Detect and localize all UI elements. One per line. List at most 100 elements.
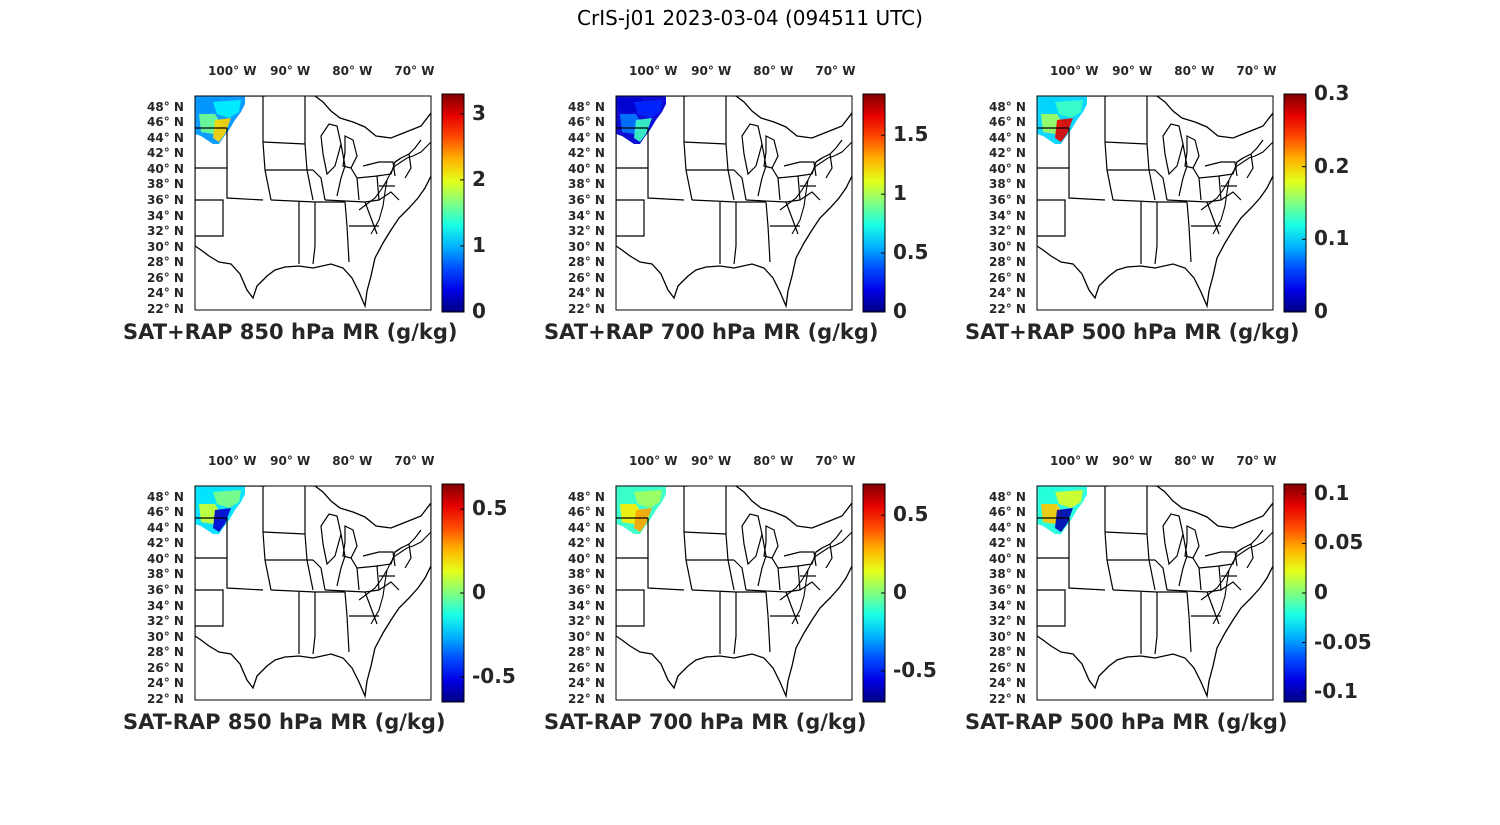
latitude-label: 48° N <box>568 489 605 504</box>
state-border <box>262 141 306 145</box>
state-border <box>1148 559 1156 591</box>
latitude-label: 22° N <box>147 692 184 706</box>
state-border <box>312 169 326 201</box>
latitude-label: 44° N <box>989 130 1026 145</box>
latitude-label: 24° N <box>989 676 1026 691</box>
land-outline <box>616 486 852 699</box>
longitude-label: 80° W <box>753 454 794 468</box>
colorbar-tick-label: 0.5 <box>893 502 929 527</box>
latitude-label: 30° N <box>989 629 1026 644</box>
latitude-label: 46° N <box>568 115 605 130</box>
latitude-label: 22° N <box>568 302 605 316</box>
latitude-label: 32° N <box>568 614 605 629</box>
latitude-label: 40° N <box>568 551 605 566</box>
longitude-label: 70° W <box>394 64 435 78</box>
latitude-label: 24° N <box>147 676 184 691</box>
panel-title: SAT+RAP 500 hPa MR (g/kg) <box>965 320 1300 344</box>
state-border <box>304 96 308 171</box>
latitude-label: 32° N <box>147 224 184 239</box>
colorbar-tick-label: -0.05 <box>1314 629 1372 654</box>
map-panel: -0.1 -0.05 0 0.05 0.1 100° W 90° W 80° W 70° W 48… <box>957 450 1377 734</box>
longitude-label: 90° W <box>270 64 311 78</box>
state-border <box>1162 513 1184 566</box>
colorbar-tick-label: 0 <box>472 580 486 604</box>
state-border <box>336 533 346 587</box>
latitude-label: 48° N <box>147 489 184 504</box>
latitude-label: 22° N <box>989 692 1026 706</box>
longitude-label: 100° W <box>208 454 257 468</box>
state-border <box>785 191 821 203</box>
state-border <box>825 153 833 179</box>
latitude-label: 48° N <box>989 489 1026 504</box>
state-border <box>324 589 366 593</box>
colorbar-tick-label: -0.1 <box>1314 679 1358 704</box>
state-border <box>344 591 350 653</box>
data-field-cell <box>1055 508 1073 532</box>
colorbar-tick-label: 0 <box>893 580 907 604</box>
map-svg <box>194 93 465 313</box>
longitude-label: 100° W <box>629 454 678 468</box>
state-border <box>1204 161 1238 177</box>
state-border <box>683 96 693 201</box>
latitude-label: 28° N <box>147 645 184 660</box>
state-border <box>195 557 264 591</box>
latitude-label: 30° N <box>147 629 184 644</box>
state-border <box>1206 581 1242 593</box>
map-svg <box>1036 93 1307 313</box>
colorbar-tick-label: 1 <box>893 181 907 206</box>
state-border <box>364 581 400 593</box>
latitude-label: 42° N <box>568 536 605 551</box>
longitude-label: 90° W <box>1112 64 1153 78</box>
latitude-label: 34° N <box>989 598 1026 613</box>
latitude-label: 48° N <box>568 99 605 114</box>
latitude-label: 36° N <box>989 193 1026 208</box>
latitude-label: 42° N <box>989 146 1026 161</box>
state-border <box>1246 543 1254 569</box>
longitude-label: 70° W <box>394 454 435 468</box>
state-border <box>1148 169 1156 201</box>
state-border <box>616 167 685 201</box>
data-field-cell <box>634 508 652 532</box>
state-border <box>1037 199 1066 237</box>
state-border <box>757 533 767 587</box>
state-border <box>362 161 396 177</box>
state-border <box>1206 201 1220 235</box>
data-field-cell <box>634 490 662 508</box>
state-border <box>616 199 645 237</box>
state-border <box>320 123 342 176</box>
latitude-label: 40° N <box>147 551 184 566</box>
state-border <box>1146 96 1150 171</box>
latitude-label: 32° N <box>989 224 1026 239</box>
longitude-label: 70° W <box>1236 454 1277 468</box>
latitude-label: 40° N <box>989 161 1026 176</box>
panel-title: SAT+RAP 850 hPa MR (g/kg) <box>123 320 458 344</box>
state-border <box>195 167 264 201</box>
latitude-label: 42° N <box>989 536 1026 551</box>
state-border <box>304 486 308 561</box>
longitude-label: 90° W <box>270 454 311 468</box>
data-field-cell <box>1055 490 1083 508</box>
state-border <box>364 191 400 203</box>
colorbar-tick-label: 0.1 <box>1314 226 1350 251</box>
colorbar-tick-label: -0.5 <box>893 657 937 682</box>
state-border <box>725 96 729 171</box>
latitude-label: 42° N <box>568 146 605 161</box>
colorbar-tick-label: 1 <box>472 232 486 257</box>
state-border <box>785 581 821 593</box>
latitude-label: 26° N <box>568 270 605 285</box>
state-border <box>1162 123 1184 176</box>
map-frame <box>615 95 853 311</box>
latitude-label: 38° N <box>147 567 184 582</box>
latitude-label: 40° N <box>568 161 605 176</box>
latitude-label: 26° N <box>568 660 605 675</box>
state-border <box>1166 199 1208 203</box>
map-frame <box>1036 485 1274 701</box>
land-outline <box>616 96 852 309</box>
colorbar-tick-label: 3 <box>472 100 486 125</box>
map-frame <box>1036 95 1274 311</box>
longitude-label: 80° W <box>332 454 373 468</box>
map-svg <box>194 483 465 703</box>
state-border <box>404 153 412 179</box>
latitude-label: 46° N <box>989 505 1026 520</box>
state-border <box>727 169 735 201</box>
